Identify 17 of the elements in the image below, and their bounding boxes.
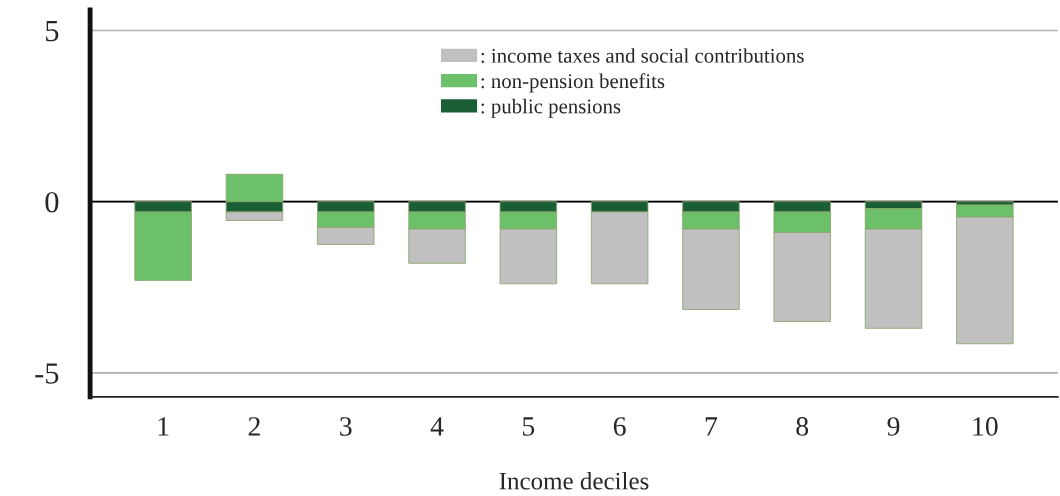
x-tick-label: 8	[796, 417, 809, 436]
x-tick-label: 9	[887, 417, 900, 436]
legend-label: : non-pension benefits	[481, 73, 665, 93]
x-tick-label: 7	[705, 417, 718, 436]
x-tick-label: 1	[158, 417, 169, 436]
y-tick-label: -5	[35, 363, 59, 384]
x-tick-label: 3	[340, 417, 352, 436]
x-tick-label: 5	[523, 417, 535, 436]
x-tick-label: 6	[613, 417, 626, 436]
x-tick-label: 2	[248, 417, 260, 436]
x-tick-label: 4	[430, 417, 444, 436]
y-tick-label: 0	[45, 191, 59, 213]
legend-label: : income taxes and social contributions	[481, 48, 804, 63]
x-axis-title: Income deciles	[499, 471, 649, 490]
legend-label: : public pensions	[481, 98, 621, 118]
x-tick-label: 10	[973, 417, 998, 436]
y-tick-label: 5	[46, 21, 59, 42]
